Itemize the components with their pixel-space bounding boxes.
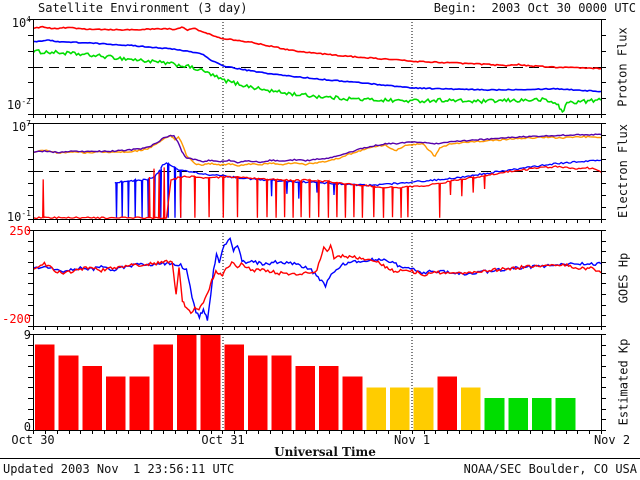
kp-bar: [248, 355, 268, 430]
proton-flux-green-trace: [33, 49, 601, 114]
kp-bar: [413, 387, 434, 430]
kp-bar: [532, 398, 552, 430]
kp-bar: [106, 376, 126, 430]
kp-bar: [461, 387, 481, 430]
kp-bar: [58, 355, 79, 430]
kp-y-max-label: 9: [23, 328, 31, 342]
date-label-nov1: Nov 1: [393, 433, 431, 447]
goes-hp-blue-trace: [33, 236, 601, 321]
kp-bar: [437, 376, 457, 430]
panel-estimated-kp: [28, 334, 606, 434]
hp-y-min-label: -200: [2, 312, 31, 326]
electron-flux-orange-trace: [33, 134, 601, 167]
date-label-oct31: Oct 31: [201, 433, 245, 447]
updated-timestamp: Updated 2003 Nov 1 23:56:11 UTC: [3, 462, 235, 476]
proton-flux-red-trace: [33, 25, 601, 70]
proton-flux-axis-title: Proton Flux: [616, 26, 631, 107]
electron-y-min-label: 10-1: [6, 209, 31, 224]
proton-y-min-label: 10-2: [6, 97, 31, 112]
panel-proton-flux: [28, 19, 606, 118]
credit-label: NOAA/SEC Boulder, CO USA: [463, 462, 637, 476]
kp-bar: [224, 344, 244, 430]
hp-y-max-label: 250: [9, 224, 31, 238]
kp-bar: [319, 366, 339, 430]
date-label-oct30: Oct 30: [11, 433, 55, 447]
proton-y-max-label: 104: [11, 15, 31, 30]
electron-flux-axis-title: Electron Flux: [616, 124, 631, 218]
electron-flux-blue-trace: [114, 159, 601, 218]
kp-bar: [342, 376, 363, 430]
footer-divider: [0, 458, 640, 459]
plot-title: Satellite Environment (3 day): [38, 1, 248, 15]
kp-bar: [555, 398, 576, 430]
kp-bar: [129, 376, 150, 430]
kp-bar: [390, 387, 410, 430]
electron-flux-purple-trace: [33, 133, 601, 164]
goes-hp-axis-title: GOES Hp: [616, 252, 631, 304]
panel-goes-hp: [28, 230, 606, 330]
electron-flux-red-trace: [33, 165, 601, 219]
kp-bar: [35, 344, 55, 430]
kp-bar: [82, 366, 102, 430]
kp-bar: [484, 398, 505, 430]
kp-y-min-label: 0: [23, 420, 31, 434]
proton-flux-blue-trace: [33, 39, 601, 93]
kp-bar: [366, 387, 386, 430]
panel-electron-flux: [28, 123, 606, 223]
kp-bar: [295, 366, 315, 430]
kp-bar: [177, 334, 197, 430]
goes-hp-red-trace: [33, 243, 601, 315]
kp-bar: [271, 355, 292, 430]
x-axis-title: Universal Time: [274, 445, 376, 459]
electron-y-max-label: 107: [11, 119, 31, 134]
kp-bar: [200, 334, 221, 430]
date-label-nov2: Nov 2: [593, 433, 631, 447]
estimated-kp-axis-title: Estimated Kp: [616, 338, 631, 426]
kp-bar: [153, 344, 173, 430]
begin-time-label: Begin: 2003 Oct 30 0000 UTC: [433, 1, 636, 15]
kp-bar: [508, 398, 528, 430]
